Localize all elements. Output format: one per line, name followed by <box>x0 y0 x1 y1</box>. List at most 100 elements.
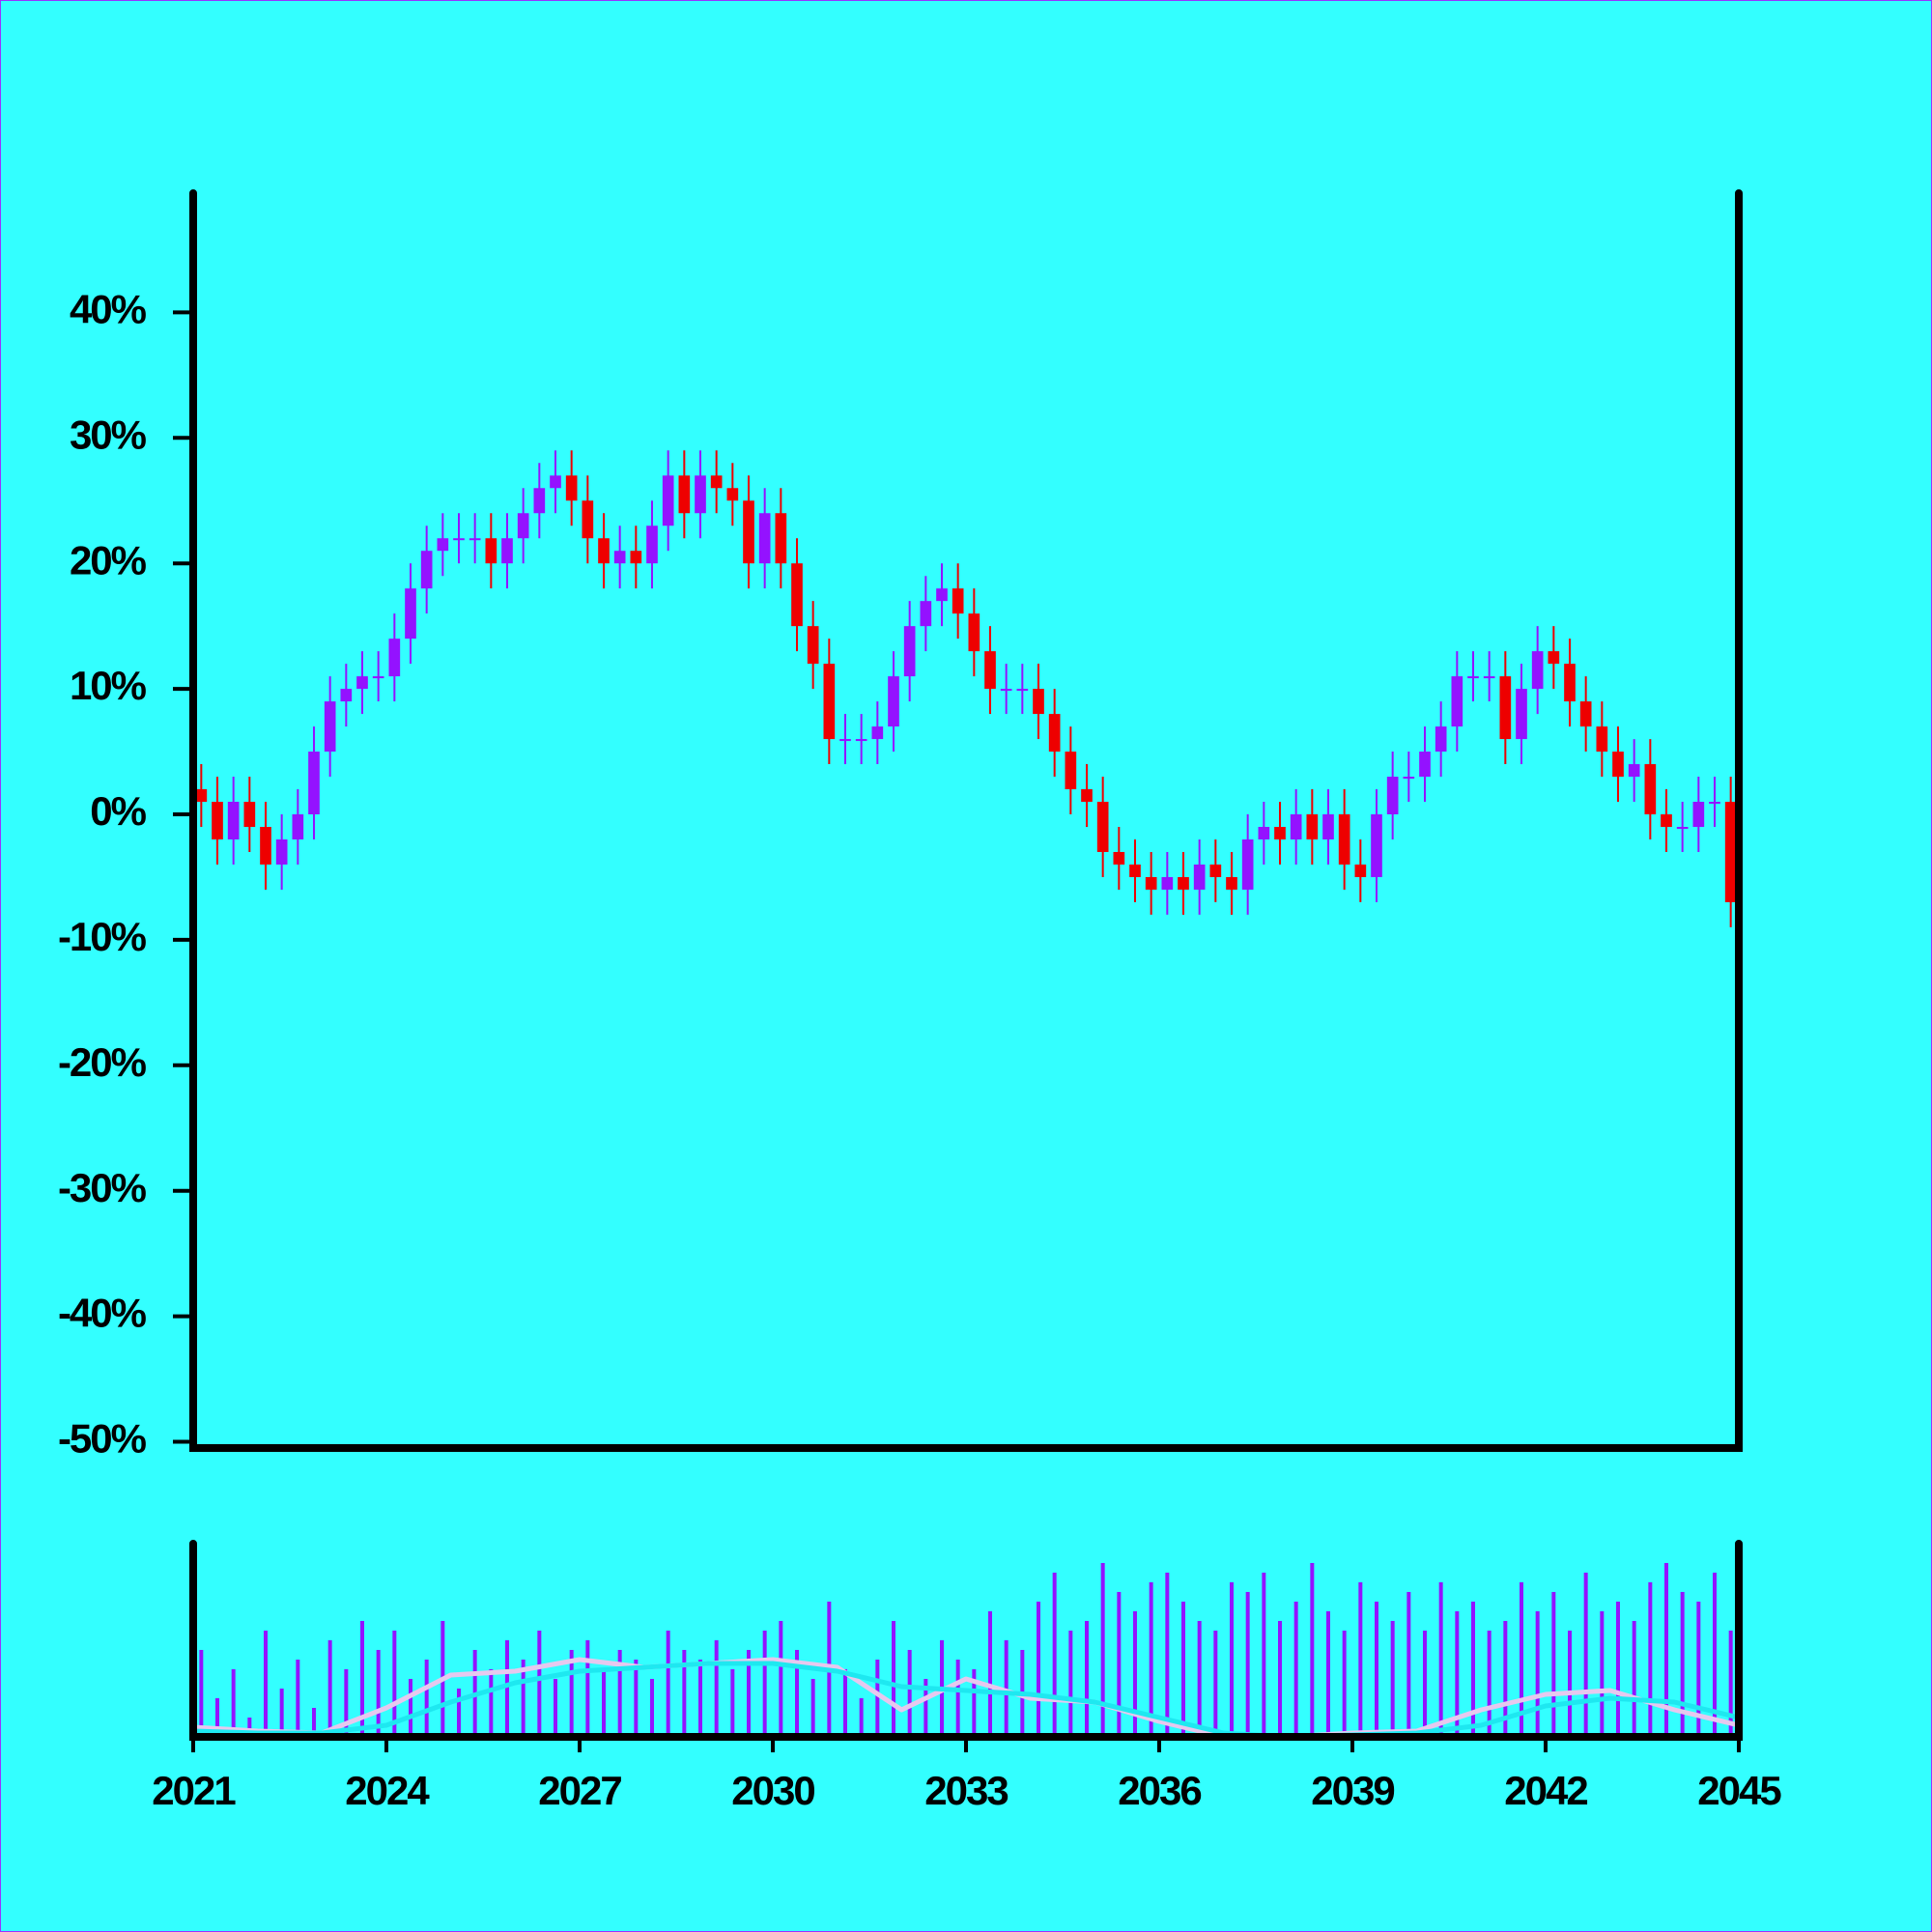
volume-bar <box>617 1650 622 1737</box>
candle-body <box>1661 814 1672 827</box>
volume-bar <box>279 1689 284 1737</box>
candle-body <box>646 526 658 564</box>
candle-body <box>324 701 336 753</box>
volume-bar <box>1117 1592 1122 1737</box>
volume-bar <box>1278 1621 1282 1737</box>
candle-body <box>1065 752 1077 790</box>
volume-bar <box>843 1669 847 1737</box>
volume-bar <box>682 1650 687 1737</box>
volume-bar <box>1455 1611 1460 1737</box>
candle-body <box>1048 714 1061 753</box>
volume-bar <box>505 1640 509 1737</box>
candle-body <box>243 802 256 827</box>
candle-body <box>437 538 449 552</box>
candle-body <box>275 838 288 865</box>
volume-bar <box>1037 1602 1040 1737</box>
candle-body <box>630 551 642 564</box>
candle-body <box>1354 864 1367 877</box>
volume-bar <box>1471 1602 1475 1737</box>
volume-bar <box>955 1660 960 1737</box>
candle-body <box>1258 826 1270 839</box>
candle-body <box>372 676 384 679</box>
candle-body <box>678 475 691 514</box>
candle-body <box>469 538 481 541</box>
candle-body <box>920 601 932 627</box>
candle-body <box>501 538 513 564</box>
candle-body <box>807 626 819 665</box>
candle-body <box>1322 814 1334 839</box>
candle-body <box>1209 864 1222 877</box>
volume-bar <box>409 1679 412 1737</box>
volume-bar <box>1616 1602 1620 1737</box>
candle-body <box>1612 752 1624 778</box>
volume-bar <box>1728 1631 1733 1737</box>
candle-body <box>839 739 851 742</box>
candle-body <box>695 475 706 514</box>
volume-bar <box>199 1650 204 1737</box>
volume-bar <box>666 1631 670 1737</box>
volume-bar <box>537 1631 542 1737</box>
volume-bar <box>1680 1592 1685 1737</box>
volume-bar <box>650 1679 654 1737</box>
candle-body <box>1161 876 1174 890</box>
volume-bar <box>1326 1611 1330 1737</box>
candle-body <box>1628 764 1640 778</box>
volume-bar <box>296 1660 300 1737</box>
volume-bar <box>1085 1621 1089 1737</box>
volume-bar <box>1358 1582 1363 1737</box>
candle-body <box>662 475 674 526</box>
volume-bar <box>972 1669 977 1737</box>
volume-bar <box>489 1669 494 1737</box>
candle-body <box>1676 826 1689 829</box>
candle-body <box>1274 826 1286 839</box>
x-tick-label: 2030 <box>731 1768 814 1813</box>
candle-body <box>1129 864 1141 877</box>
y-tick-label: 0% <box>90 788 146 834</box>
candle-body <box>1451 676 1463 727</box>
volume-bar <box>1181 1602 1185 1737</box>
candle-body <box>517 513 529 539</box>
candle-body <box>1371 814 1382 877</box>
candle-body <box>1499 676 1512 740</box>
candle-body <box>758 513 771 564</box>
candle-body <box>888 676 899 727</box>
volume-bar <box>1375 1602 1378 1737</box>
candle-body <box>582 500 594 539</box>
y-tick-label: -10% <box>58 914 147 959</box>
candle-body <box>1724 802 1737 902</box>
y-tick-label: 30% <box>70 412 147 457</box>
candle-body <box>356 676 368 690</box>
volume-bar <box>344 1669 349 1737</box>
x-tick-label: 2027 <box>538 1768 621 1813</box>
candle-body <box>1548 651 1560 665</box>
candle-body <box>1081 789 1093 803</box>
candle-body <box>260 826 271 865</box>
candle-body <box>1290 814 1302 839</box>
candle-body <box>388 639 401 677</box>
y-tick-label: -50% <box>58 1416 147 1462</box>
volume-bar <box>795 1650 799 1737</box>
candle-body <box>1564 664 1576 702</box>
volume-bar <box>634 1660 639 1737</box>
volume-bar <box>762 1631 767 1737</box>
volume-bar <box>231 1669 236 1737</box>
candle-body <box>340 689 353 702</box>
volume-bar <box>923 1679 928 1737</box>
volume-bar <box>602 1669 606 1737</box>
volume-bar <box>424 1660 429 1737</box>
volume-bar <box>1406 1592 1411 1737</box>
volume-bar <box>1245 1592 1250 1737</box>
volume-bar <box>1197 1621 1202 1737</box>
candle-body <box>903 626 916 677</box>
candle-body <box>936 588 948 602</box>
candle-body <box>565 475 578 501</box>
volume-bar <box>1503 1621 1508 1737</box>
volume-bar <box>1568 1631 1572 1737</box>
candle-body <box>1403 777 1415 780</box>
candle-body <box>743 500 754 564</box>
candle-body <box>598 538 610 564</box>
volume-bar <box>1487 1631 1492 1737</box>
volume-bar <box>360 1621 364 1737</box>
candle-body <box>710 475 723 489</box>
